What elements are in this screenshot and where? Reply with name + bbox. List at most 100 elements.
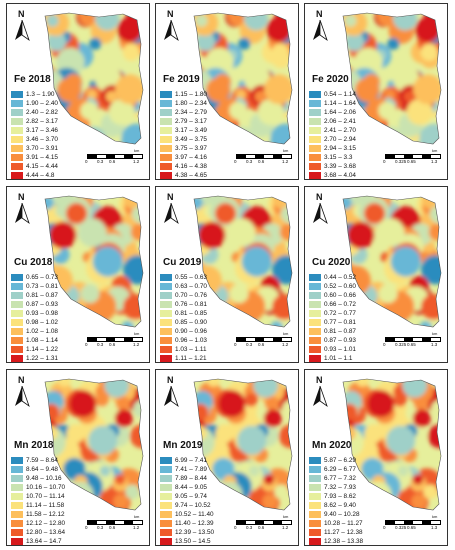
legend-swatch — [309, 484, 321, 491]
scale-tick-label: 1.2 — [133, 342, 140, 347]
raster-patch — [212, 457, 235, 481]
legend-label: 0.63 – 0.70 — [175, 283, 207, 290]
legend-swatch — [309, 466, 321, 473]
legend-label: 2.94 – 3.15 — [324, 145, 356, 152]
north-arrow: N — [162, 10, 180, 42]
raster-patch — [238, 37, 251, 50]
scale-tick-label: 0 — [383, 159, 386, 164]
raster-patch — [370, 492, 398, 510]
field-boundary — [342, 12, 442, 145]
legend-swatch — [309, 292, 321, 299]
legend-label: 10.28 – 11.27 — [324, 520, 363, 527]
scale-unit: km — [134, 148, 140, 153]
legend-label: 11.14 – 11.58 — [26, 502, 65, 509]
scale-tick-label: 0 — [234, 342, 237, 347]
legend-swatch — [309, 172, 321, 179]
raster-patch — [80, 101, 98, 120]
legend-label: 9.74 – 10.52 — [175, 502, 211, 509]
north-arrow-icon — [164, 20, 179, 42]
legend-label: 1.03 – 1.11 — [175, 346, 207, 353]
legend-swatch — [309, 274, 321, 281]
legend-swatch — [309, 538, 321, 545]
raster-patch — [415, 17, 441, 43]
raster-patch — [270, 321, 284, 327]
legend-swatch — [160, 328, 172, 335]
raster-patch — [123, 294, 143, 320]
legend-swatch — [11, 529, 23, 536]
raster-patch — [359, 491, 376, 507]
raster-patch — [198, 221, 226, 249]
raster-patch — [419, 321, 433, 327]
raster-patch — [115, 74, 143, 105]
legend-swatch — [160, 502, 172, 509]
scale-bar-graphic — [385, 337, 441, 342]
legend-swatch — [11, 91, 23, 98]
legend-label: 0.70 – 0.76 — [175, 292, 207, 299]
legend-swatch — [160, 301, 172, 308]
legend-swatch — [309, 502, 321, 509]
legend-swatch — [160, 484, 172, 491]
field-boundary — [44, 195, 144, 328]
legend-swatch — [160, 91, 172, 98]
scale-unit: km — [283, 331, 289, 336]
legend-swatch — [160, 274, 172, 281]
north-arrow: N — [13, 376, 31, 408]
legend-label: 0.55 – 0.63 — [175, 274, 207, 281]
raster-patch — [230, 140, 242, 144]
legend-label: 9.48 – 10.16 — [26, 475, 62, 482]
raster-patch — [47, 31, 67, 52]
legend-swatch — [160, 511, 172, 518]
raster-patch — [357, 308, 390, 327]
legend-swatch — [160, 337, 172, 344]
legend-swatch — [160, 100, 172, 107]
field-boundary — [44, 12, 144, 145]
legend-label: 9.05 – 9.74 — [175, 493, 207, 500]
map-panel-fe-2020: N Fe 2020 0.54 – 1.14 1.14 – 1.64 1.64 – 2.0… — [304, 3, 448, 180]
legend-label: 11.58 – 12.12 — [26, 511, 65, 518]
raster-patch — [46, 14, 59, 27]
legend-label: 6.99 – 7.41 — [175, 457, 207, 464]
legend-label: 1.15 – 1.80 — [175, 91, 207, 98]
raster-patch — [215, 424, 234, 444]
north-letter: N — [167, 192, 174, 202]
raster-patch — [244, 393, 258, 407]
raster-patch — [88, 425, 118, 455]
panel-title: Mn 2020 — [312, 440, 352, 451]
raster-patch — [235, 89, 247, 100]
legend-swatch — [309, 346, 321, 353]
raster-patch — [397, 465, 409, 477]
legend-label: 1.64 – 2.06 — [324, 109, 356, 116]
legend-label: 0.65 – 0.73 — [26, 274, 58, 281]
legend-swatch — [309, 310, 321, 317]
raster-patch — [58, 128, 77, 144]
raster-patch — [376, 218, 405, 247]
legend-label: 0.73 – 0.81 — [26, 283, 58, 290]
legend-label: 12.80 – 13.64 — [26, 529, 66, 536]
scale-tick-label: 0 — [85, 525, 88, 530]
scale-tick-label: 0.65 — [407, 159, 416, 164]
raster-patch — [114, 474, 126, 485]
raster-patch — [272, 294, 292, 320]
interpolation-map — [193, 378, 293, 511]
legend-label: 4.16 – 4.38 — [175, 163, 207, 170]
north-letter: N — [316, 375, 323, 385]
raster-patch — [72, 492, 100, 510]
raster-patch — [343, 196, 352, 210]
raster-patch — [356, 379, 369, 387]
legend-swatch — [309, 475, 321, 482]
legend-label: 0.81 – 0.87 — [324, 328, 356, 335]
raster-patch — [363, 202, 386, 225]
north-letter: N — [167, 375, 174, 385]
raster-patch — [194, 196, 203, 210]
legend-swatch — [309, 145, 321, 152]
scale-tick-label: 0.3 — [97, 525, 104, 530]
legend-swatch — [11, 301, 23, 308]
legend-label: 1.02 – 1.08 — [26, 328, 58, 335]
scale-tick-label: 0 — [234, 525, 237, 530]
legend-swatch — [11, 145, 23, 152]
panel-title: Mn 2019 — [163, 440, 203, 451]
legend-swatch — [309, 100, 321, 107]
raster-patch — [370, 317, 383, 327]
legend-swatch — [11, 310, 23, 317]
raster-patch — [274, 484, 289, 500]
